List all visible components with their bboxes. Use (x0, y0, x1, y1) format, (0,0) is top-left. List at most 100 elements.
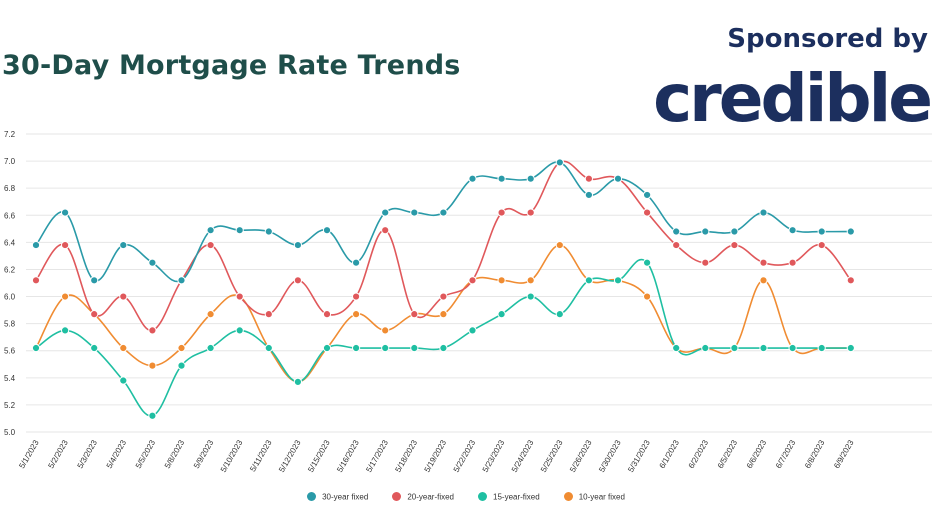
data-point (61, 208, 70, 217)
legend-label: 10-year fixed (578, 492, 625, 502)
data-point (730, 240, 739, 250)
data-point (759, 258, 768, 267)
x-tick-label: 5/23/2023 (481, 438, 507, 474)
x-tick-label: 5/22/2023 (452, 438, 478, 474)
data-point (235, 226, 244, 235)
y-tick-label: 6.6 (4, 211, 16, 220)
x-tick-label: 6/9/2023 (832, 438, 856, 470)
x-tick-label: 5/10/2023 (219, 438, 245, 474)
data-point (497, 276, 506, 285)
y-tick-label: 6.8 (4, 184, 16, 193)
data-point (206, 310, 215, 319)
legend-swatch (563, 492, 573, 502)
data-point (643, 292, 652, 301)
x-tick-label: 5/16/2023 (335, 438, 361, 474)
data-point (119, 240, 128, 250)
data-point (701, 258, 710, 267)
data-point (235, 292, 244, 301)
data-point (206, 343, 215, 353)
data-point (788, 343, 797, 353)
x-tick-label: 5/4/2023 (105, 438, 129, 470)
data-point (61, 326, 70, 335)
data-point (410, 208, 419, 217)
brand-logo: credible (653, 60, 932, 137)
data-point (759, 343, 768, 353)
data-point (31, 343, 41, 353)
data-point (61, 292, 70, 301)
data-point (817, 343, 826, 353)
data-point (381, 326, 390, 335)
data-point (264, 310, 273, 319)
x-tick-label: 5/12/2023 (277, 438, 303, 474)
x-tick-label: 5/5/2023 (134, 438, 158, 470)
data-point (31, 276, 41, 285)
data-point (148, 326, 157, 335)
data-point (352, 310, 361, 319)
y-tick-label: 5.0 (4, 428, 16, 437)
x-tick-label: 5/30/2023 (597, 438, 623, 474)
data-point (759, 208, 768, 217)
data-point (613, 174, 623, 183)
data-point (352, 343, 361, 353)
data-point (468, 326, 477, 335)
legend-item[interactable]: 30-year fixed (307, 492, 369, 502)
data-point (439, 310, 448, 319)
data-point (381, 226, 390, 235)
data-point (119, 292, 128, 301)
x-tick-label: 5/8/2023 (163, 438, 187, 470)
y-tick-label: 7.0 (4, 157, 16, 166)
data-point (788, 258, 797, 267)
data-point (322, 343, 332, 353)
data-point (526, 208, 535, 217)
data-point (613, 276, 623, 285)
data-point (177, 343, 186, 353)
y-tick-label: 7.2 (4, 130, 16, 139)
x-tick-label: 5/24/2023 (510, 438, 536, 474)
data-point (410, 343, 419, 353)
data-point (643, 258, 652, 267)
data-point (439, 343, 448, 353)
data-point (817, 227, 826, 236)
data-point (555, 158, 564, 167)
chart-title: 30-Day Mortgage Rate Trends (2, 50, 461, 81)
data-point (846, 343, 855, 353)
data-point (119, 376, 128, 385)
y-tick-label: 6.4 (4, 238, 16, 247)
data-point (61, 240, 70, 250)
data-point (584, 276, 594, 285)
data-point (148, 411, 157, 420)
data-point (206, 240, 215, 250)
y-tick-label: 5.2 (4, 401, 16, 410)
y-tick-label: 5.4 (4, 374, 16, 383)
x-tick-label: 5/2/2023 (46, 438, 70, 470)
data-point (235, 326, 244, 335)
legend-item[interactable]: 15-year-fixed (478, 492, 540, 502)
data-point (177, 276, 186, 285)
data-point (148, 361, 157, 370)
data-point (468, 174, 477, 183)
series-line-0 (35, 161, 851, 283)
data-point (497, 310, 506, 319)
legend-swatch (478, 492, 487, 502)
legend-item[interactable]: 20-year-fixed (392, 492, 454, 502)
data-point (526, 276, 535, 285)
x-tick-label: 5/19/2023 (423, 438, 449, 474)
series-line-1 (35, 160, 852, 332)
data-point (293, 276, 302, 285)
legend-label: 30-year fixed (322, 492, 369, 502)
data-point (410, 310, 419, 319)
legend-label: 20-year-fixed (407, 492, 454, 502)
data-point (730, 227, 739, 236)
legend-label: 15-year-fixed (493, 492, 540, 502)
data-point (439, 208, 448, 217)
data-point (730, 343, 739, 353)
x-tick-label: 5/9/2023 (192, 438, 216, 470)
data-point (90, 343, 99, 353)
data-point (555, 310, 564, 319)
data-point (352, 292, 361, 301)
data-point (90, 310, 99, 319)
data-point (322, 226, 332, 235)
data-point (555, 240, 564, 250)
legend-item[interactable]: 10-year fixed (563, 492, 625, 502)
data-point (497, 174, 506, 183)
